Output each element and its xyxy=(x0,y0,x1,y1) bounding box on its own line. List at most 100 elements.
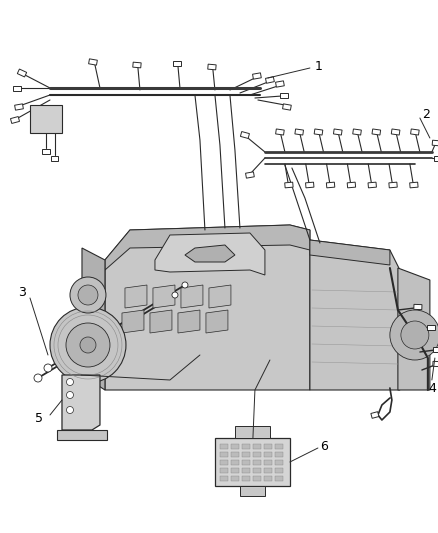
Bar xyxy=(208,64,216,70)
Circle shape xyxy=(44,364,52,372)
Text: 1: 1 xyxy=(315,60,323,72)
Circle shape xyxy=(172,292,178,298)
Bar xyxy=(276,129,284,135)
Polygon shape xyxy=(125,285,147,308)
Bar xyxy=(242,468,250,473)
Bar xyxy=(434,156,438,160)
Circle shape xyxy=(390,310,438,360)
Bar xyxy=(295,129,304,135)
Bar xyxy=(264,444,272,449)
Bar xyxy=(11,117,20,124)
Bar xyxy=(14,104,23,110)
Polygon shape xyxy=(181,285,203,308)
Bar xyxy=(432,140,438,146)
Bar xyxy=(410,182,418,188)
Bar xyxy=(231,444,239,449)
Bar xyxy=(242,476,250,481)
Polygon shape xyxy=(122,310,144,333)
Bar xyxy=(389,182,397,188)
Bar xyxy=(215,438,290,486)
Bar xyxy=(220,476,228,481)
Bar xyxy=(275,468,283,473)
Bar xyxy=(231,468,239,473)
Bar xyxy=(18,69,27,77)
Bar xyxy=(253,468,261,473)
Bar xyxy=(231,476,239,481)
Bar xyxy=(242,460,250,465)
Bar xyxy=(265,77,274,83)
Bar xyxy=(173,61,181,66)
Bar xyxy=(371,411,379,418)
Bar xyxy=(240,132,249,139)
Polygon shape xyxy=(153,285,175,308)
Circle shape xyxy=(70,277,106,313)
Bar xyxy=(276,81,284,87)
Circle shape xyxy=(67,407,74,414)
Text: 3: 3 xyxy=(18,287,26,300)
Bar xyxy=(264,460,272,465)
Circle shape xyxy=(67,392,74,399)
Bar xyxy=(52,156,59,160)
Bar xyxy=(220,460,228,465)
Bar xyxy=(264,476,272,481)
Bar xyxy=(280,93,288,98)
Bar xyxy=(253,452,261,457)
Circle shape xyxy=(182,282,188,288)
Circle shape xyxy=(401,321,429,349)
Bar xyxy=(347,182,356,188)
Circle shape xyxy=(50,307,126,383)
Bar xyxy=(285,182,293,188)
Polygon shape xyxy=(105,225,310,390)
Bar xyxy=(283,104,291,110)
Circle shape xyxy=(67,378,74,385)
Bar xyxy=(88,59,97,65)
Bar xyxy=(220,444,228,449)
Text: 5: 5 xyxy=(35,411,43,424)
Bar xyxy=(433,346,438,351)
Polygon shape xyxy=(310,240,390,265)
Bar xyxy=(133,62,141,68)
Bar xyxy=(275,452,283,457)
Bar xyxy=(264,468,272,473)
Bar xyxy=(433,361,438,367)
Bar xyxy=(242,452,250,457)
Polygon shape xyxy=(178,310,200,333)
Bar xyxy=(264,452,272,457)
Bar xyxy=(427,325,435,329)
Circle shape xyxy=(78,285,98,305)
Bar xyxy=(333,129,342,135)
Bar xyxy=(275,460,283,465)
Text: 4: 4 xyxy=(428,382,436,394)
Polygon shape xyxy=(310,240,400,390)
Bar xyxy=(368,182,376,188)
Polygon shape xyxy=(82,248,105,390)
Bar xyxy=(242,444,250,449)
Polygon shape xyxy=(150,310,172,333)
Polygon shape xyxy=(206,310,228,333)
Bar xyxy=(372,129,381,135)
Bar xyxy=(231,460,239,465)
Polygon shape xyxy=(209,285,231,308)
Polygon shape xyxy=(105,225,310,270)
Polygon shape xyxy=(185,245,235,262)
Text: 6: 6 xyxy=(320,440,328,453)
Text: 2: 2 xyxy=(422,108,430,120)
Bar xyxy=(220,452,228,457)
Polygon shape xyxy=(240,486,265,496)
Polygon shape xyxy=(155,233,265,275)
Bar xyxy=(253,444,261,449)
Bar xyxy=(231,452,239,457)
Bar xyxy=(57,430,107,440)
Bar xyxy=(353,129,361,135)
Circle shape xyxy=(66,323,110,367)
Bar xyxy=(414,304,422,310)
Bar xyxy=(253,73,261,79)
Bar xyxy=(326,182,335,188)
Bar xyxy=(410,129,419,135)
Polygon shape xyxy=(235,426,270,438)
Bar xyxy=(391,129,400,135)
Bar xyxy=(306,182,314,188)
Bar xyxy=(30,105,62,133)
Bar xyxy=(275,476,283,481)
Bar xyxy=(275,444,283,449)
